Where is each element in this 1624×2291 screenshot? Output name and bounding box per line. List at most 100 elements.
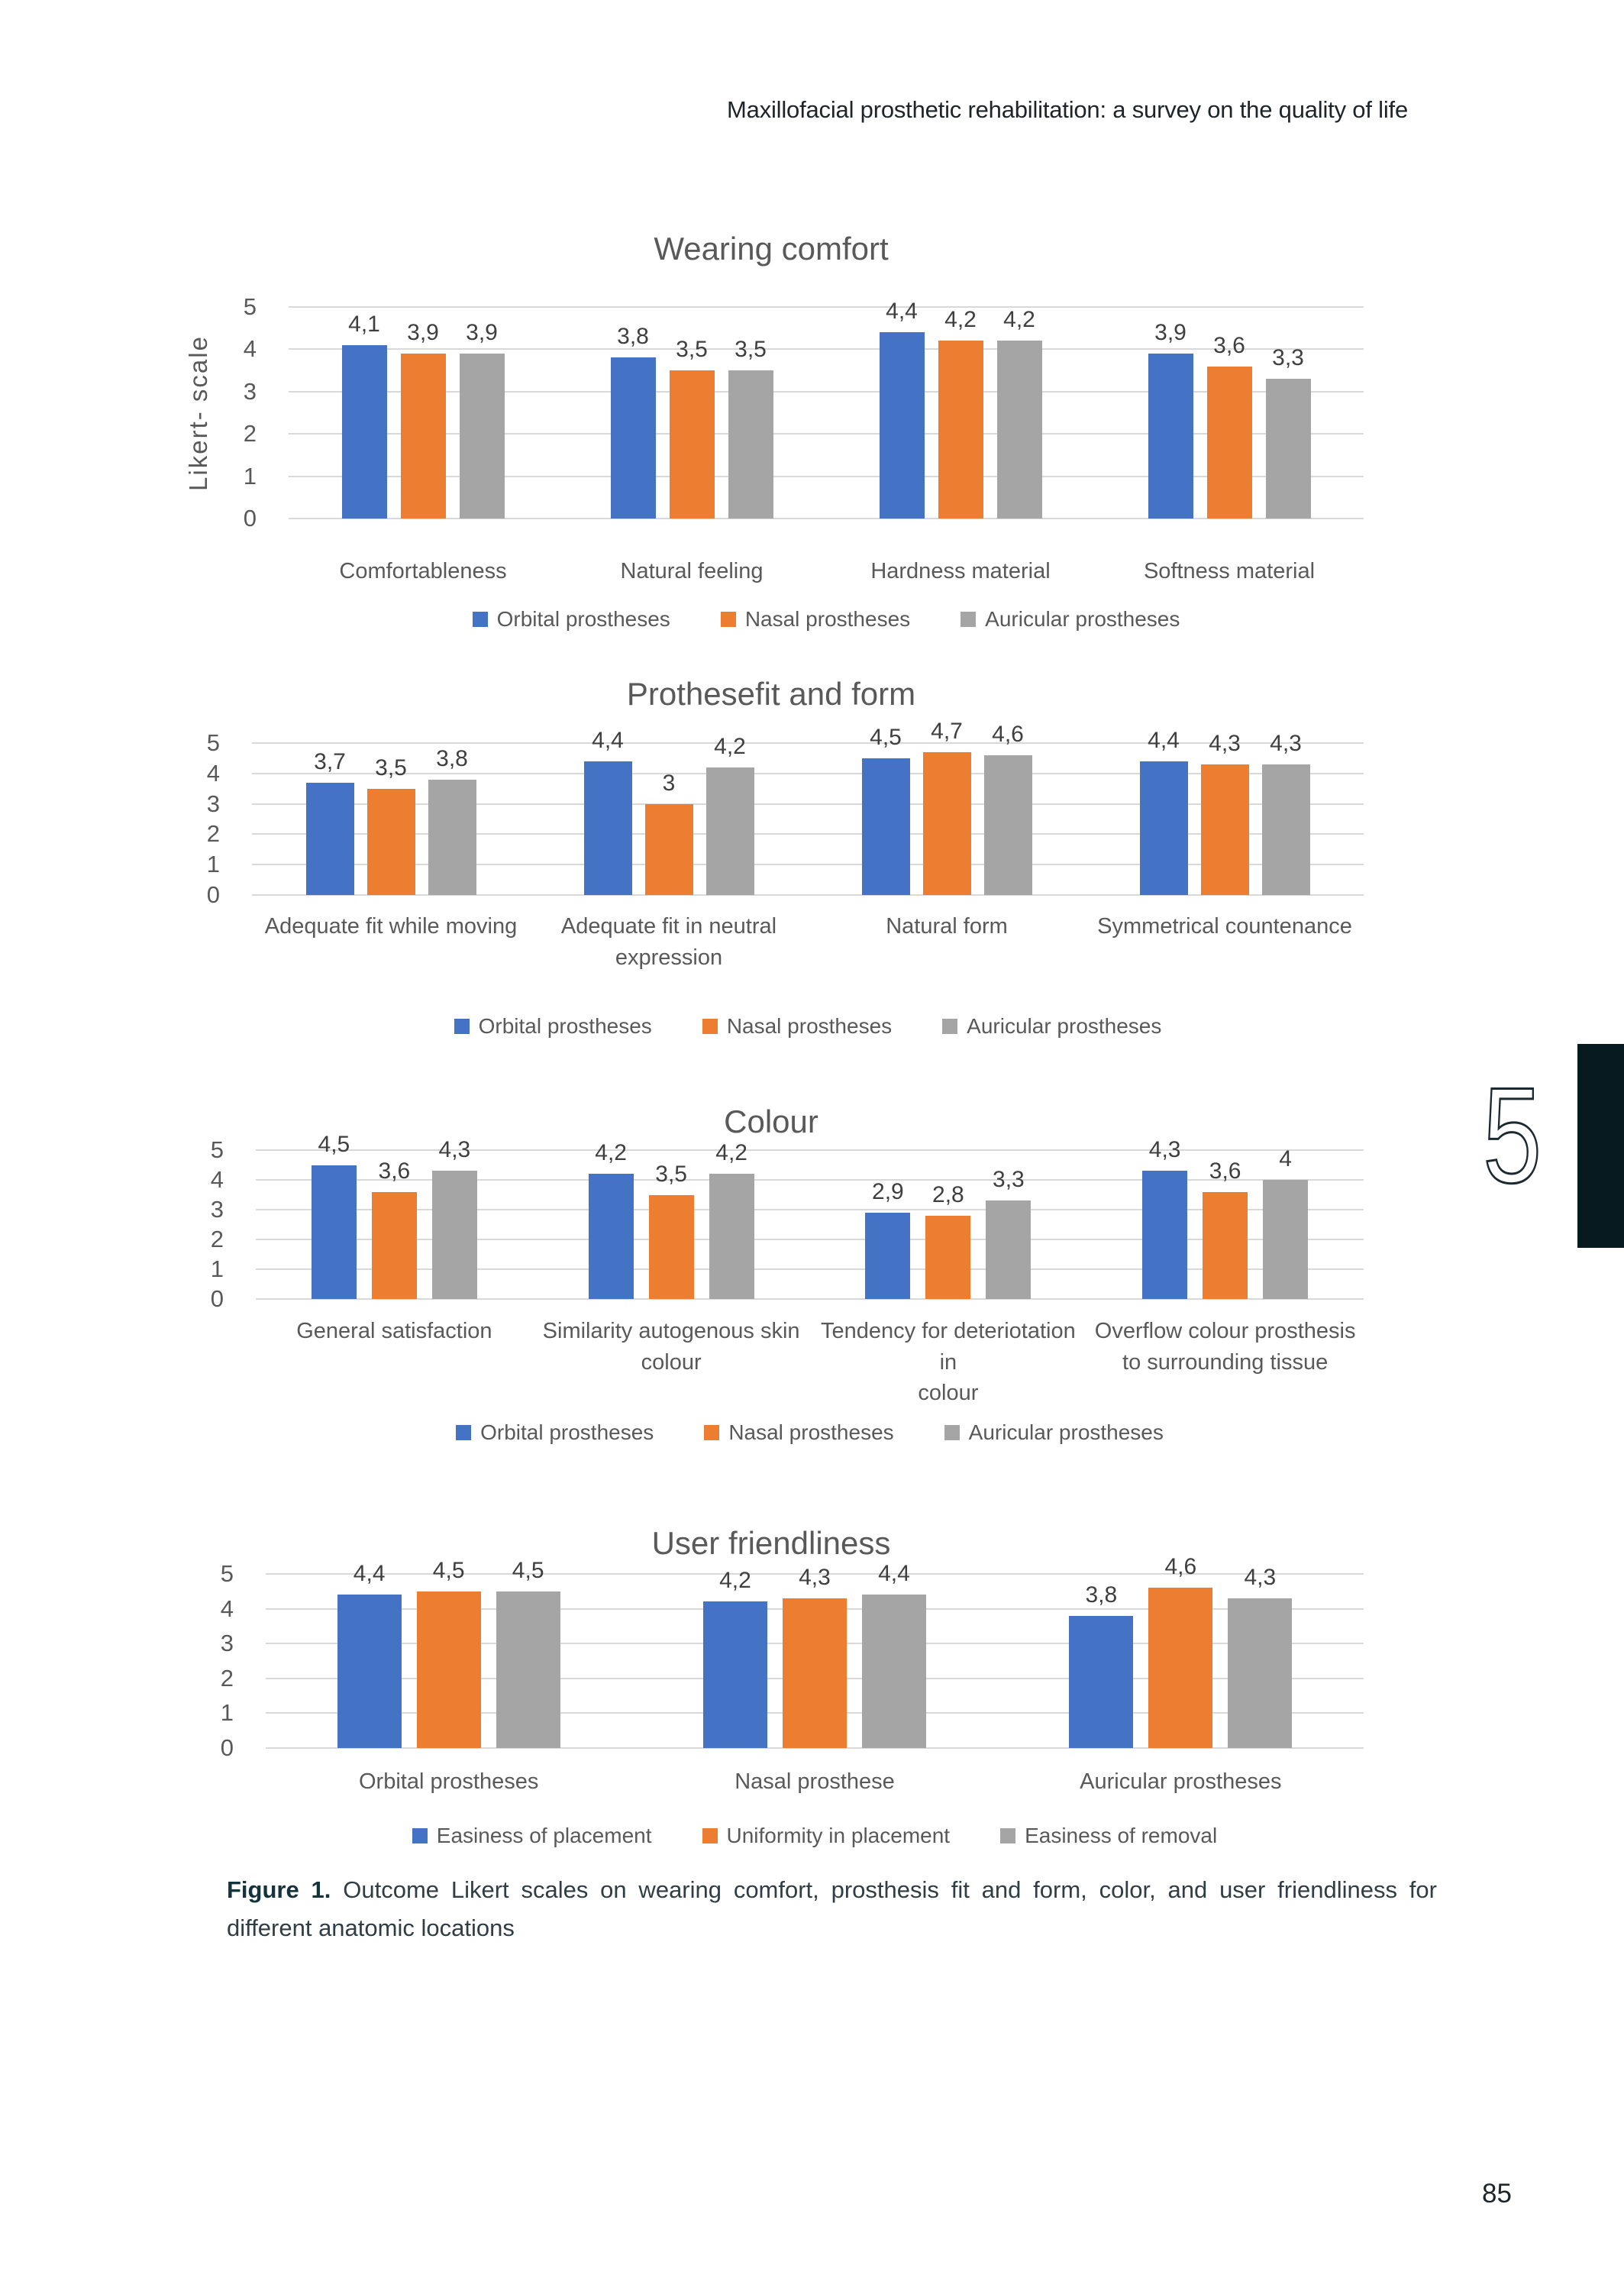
bar	[938, 341, 983, 519]
legend-swatch	[702, 1019, 718, 1034]
chart-title: User friendliness	[651, 1525, 891, 1561]
legend-item: Nasal prostheses	[720, 607, 910, 632]
bar-value-label: 4,2	[595, 1140, 627, 1166]
y-tick-label: 1	[243, 462, 257, 490]
y-tick-label: 3	[243, 377, 257, 405]
y-tick-label: 5	[210, 1136, 224, 1163]
gridline	[266, 1747, 1364, 1749]
gridline	[252, 742, 1364, 744]
legend-label: Easiness of removal	[1025, 1824, 1218, 1847]
y-axis-ticks: 0 1 2 3 4 5	[192, 1560, 249, 1761]
bar-value-label: 3,6	[1213, 332, 1245, 358]
y-tick-label: 1	[206, 851, 220, 878]
legend-item: Orbital prostheses	[456, 1420, 654, 1445]
bar-value-label: 4,2	[944, 307, 977, 333]
bar-value-label: 4,5	[870, 724, 902, 750]
bar	[1206, 366, 1252, 519]
category-label: Similarity autogenous skin colour	[542, 1319, 800, 1375]
bar	[705, 767, 754, 895]
bar-group: 4,5 3,6 4,3	[311, 1132, 477, 1299]
legend-swatch	[702, 1828, 718, 1843]
bar-value-label: 4,6	[992, 721, 1024, 747]
bar	[1203, 1191, 1248, 1299]
legend-swatch	[454, 1019, 470, 1034]
gridline	[256, 1268, 1364, 1270]
bar-value-label: 4,3	[1209, 730, 1241, 756]
bar-slot: 3,5	[728, 307, 773, 519]
bar-value-label: 3,6	[378, 1158, 411, 1184]
bar	[861, 758, 910, 895]
bar-value-label: 3,6	[1209, 1158, 1241, 1184]
bar-slot: 4,4	[879, 299, 925, 519]
legend-label: Auricular prostheses	[967, 1014, 1162, 1038]
bar-group: 4,1 3,9 3,9	[341, 307, 505, 519]
bar-slot: 4,4	[337, 1561, 402, 1748]
gridline	[252, 833, 1364, 835]
bar-group: 3,8 4,6 4,3	[1069, 1554, 1293, 1748]
legend-item: Auricular prostheses	[961, 607, 1180, 632]
legend-swatch	[944, 1425, 960, 1440]
bar-group: 4,2 3,5 4,2	[588, 1140, 754, 1299]
bar	[610, 357, 656, 519]
bar-groups: 4,1 3,9 3,9 3,8 3,5 3,5 4,4 4,2 4,2 3,9 3,6 3,3	[289, 299, 1364, 519]
legend-label: Orbital prostheses	[496, 607, 670, 631]
bar	[728, 370, 773, 519]
bar	[371, 1191, 417, 1299]
legend-label: Nasal prostheses	[726, 1014, 893, 1038]
bar	[337, 1595, 402, 1748]
bar-value-label: 4,5	[432, 1557, 465, 1583]
y-tick-label: 4	[243, 335, 257, 363]
bar-groups: 4,4 4,5 4,5 4,2 4,3 4,4 3,8 4,6 4,3	[266, 1554, 1364, 1748]
y-tick-label: 4	[206, 759, 220, 787]
bar-value-label: 4,3	[1244, 1564, 1277, 1590]
gridline	[252, 772, 1364, 774]
bar-value-label: 4,4	[1148, 727, 1180, 753]
bar-slot: 3,3	[986, 1150, 1032, 1299]
y-tick-label: 3	[220, 1630, 234, 1657]
legend-label: Auricular prostheses	[968, 1420, 1164, 1444]
gridline	[256, 1298, 1364, 1300]
bar-value-label: 4,2	[719, 1568, 751, 1594]
chart-title: Colour	[724, 1103, 818, 1139]
bar-slot: 4,3	[1142, 1137, 1188, 1299]
plot-area: 4,1 3,9 3,9 3,8 3,5 3,5 4,4 4,2 4,2 3,9 3,6 3,3	[289, 299, 1364, 519]
bar	[305, 782, 354, 895]
y-tick-label: 3	[210, 1196, 224, 1223]
bar-slot: 3,6	[371, 1150, 417, 1299]
bar	[922, 751, 971, 895]
bar-value-label: 2,8	[932, 1181, 964, 1207]
category-label: Orbital prostheses	[359, 1769, 539, 1794]
chart-title: Prothesefit and form	[626, 676, 916, 712]
bar-value-label: 4,4	[592, 727, 624, 753]
bar	[1261, 764, 1310, 895]
bar-value-label: 4,2	[714, 733, 746, 759]
bar-value-label: 3,8	[1085, 1582, 1118, 1608]
bar-value-label: 4,2	[1003, 307, 1035, 333]
bar-value-label: 4,2	[715, 1140, 747, 1166]
y-tick-label: 0	[243, 505, 257, 532]
bar-slot: 4,6	[983, 722, 1032, 895]
legend-label: Nasal prostheses	[728, 1420, 894, 1444]
bar	[400, 353, 446, 519]
gridline	[256, 1149, 1364, 1151]
bar-value-label: 4,3	[1148, 1137, 1181, 1163]
bar	[861, 1595, 926, 1748]
bar-slot: 3,5	[366, 743, 415, 895]
bar-group: 4,4 4,2 4,2	[879, 299, 1042, 519]
y-tick-label: 3	[206, 790, 220, 817]
bar	[996, 341, 1042, 519]
legend-label: Orbital prostheses	[478, 1014, 652, 1038]
bar-slot: 2,9	[865, 1150, 911, 1299]
bar-slot: 4	[1263, 1146, 1309, 1299]
figure-caption: Figure 1. Outcome Likert scales on weari…	[227, 1871, 1437, 1947]
y-tick-label: 2	[210, 1226, 224, 1252]
plot-area: 4,4 4,5 4,5 4,2 4,3 4,4 3,8 4,6 4,3	[266, 1554, 1364, 1749]
bar	[644, 803, 693, 895]
bar-slot: 3,3	[1265, 307, 1311, 519]
gridline	[289, 348, 1364, 351]
bar-group: 3,9 3,6 3,3	[1148, 307, 1311, 519]
bar-slot: 3,8	[1069, 1574, 1134, 1748]
legend-label: Orbital prostheses	[480, 1420, 654, 1444]
bar-group: 4,4 4,3 4,3	[1139, 728, 1310, 895]
bar	[431, 1171, 477, 1299]
